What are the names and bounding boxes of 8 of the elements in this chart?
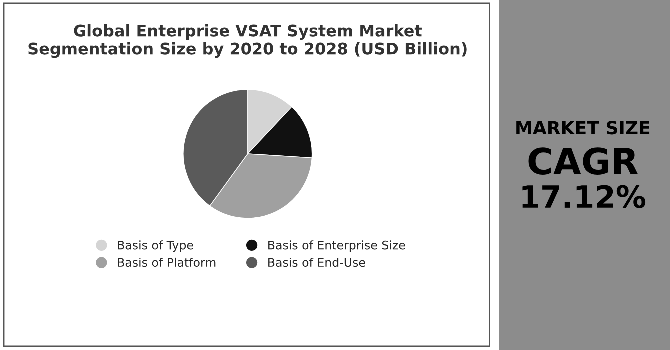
legend-label: Basis of End-Use	[268, 258, 366, 268]
legend-label: Basis of Type	[118, 240, 194, 252]
chart-title: Global Enterprise VSAT System Market Segmentation Size by 2020 to 2028 (USD Billion)	[28, 24, 467, 58]
text: 17.12%	[522, 185, 646, 208]
text: CAGR	[528, 148, 638, 175]
legend-label: Basis of Platform	[118, 258, 216, 268]
text: MARKET SIZE	[516, 121, 650, 135]
legend-label: Basis of Enterprise Size	[268, 240, 406, 252]
